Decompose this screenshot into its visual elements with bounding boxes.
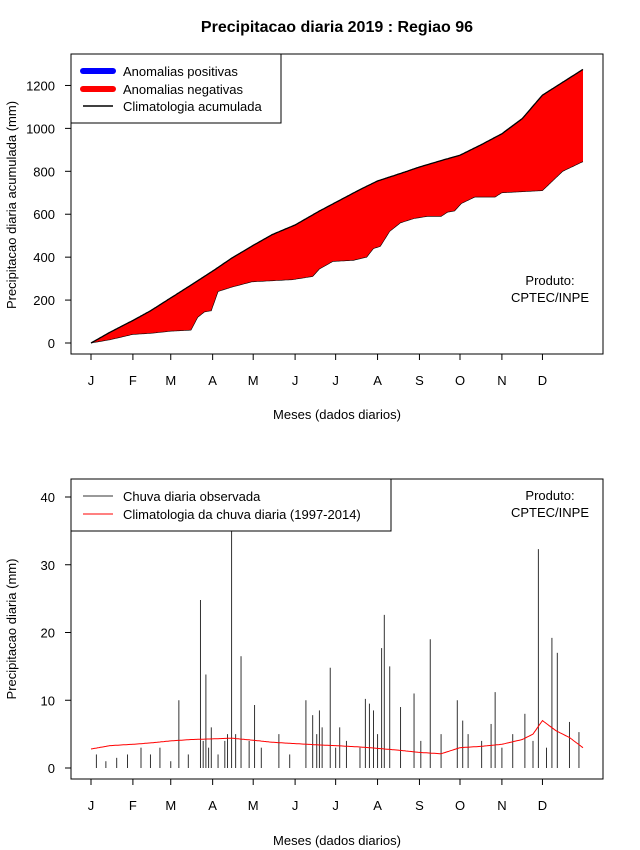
top-x-tick-label: A (373, 373, 382, 388)
bottom-x-tick-label: A (373, 798, 382, 813)
top-x-tick-label: F (129, 373, 137, 388)
bottom-panel: 0 10 20 30 40 J F M A M J J A S O N D Meses (dados diari… (4, 478, 604, 848)
legend-label-daily-climatology: Climatologia da chuva diaria (1997-2014) (123, 507, 361, 522)
top-x-tick-label: S (415, 373, 424, 388)
top-y-tick-label: 1000 (26, 121, 55, 136)
top-y-tick-label: 400 (33, 250, 55, 265)
top-x-tick-label: M (165, 373, 176, 388)
top-annotation-line1: Produto: (525, 273, 574, 288)
top-y-tick-label: 0 (48, 336, 55, 351)
bottom-y-tick-label: 10 (41, 693, 55, 708)
legend-label-positive: Anomalias positivas (123, 64, 238, 79)
top-x-tick-label: D (538, 373, 547, 388)
top-x-tick-label: J (332, 373, 339, 388)
bottom-x-tick-label: N (497, 798, 506, 813)
top-x-tick-label: A (208, 373, 217, 388)
bottom-legend: Chuva diaria observada Climatologia da c… (70, 478, 392, 532)
chart-title: Precipitacao diaria 2019 : Regiao 96 (201, 19, 473, 36)
observed-accumulated-line (90, 161, 584, 344)
bottom-x-tick-label: S (415, 798, 424, 813)
bottom-y-tick-label: 20 (41, 626, 55, 641)
legend-label-observed: Chuva diaria observada (123, 489, 261, 504)
top-y-tick-label: 800 (33, 164, 55, 179)
top-panel: 0 200 400 600 800 1000 1200 J F M A M J J A S O N D Meses … (4, 53, 604, 422)
bottom-x-tick-label: M (165, 798, 176, 813)
bottom-annotation-line2: CPTEC/INPE (511, 505, 589, 520)
top-y-tick-label: 600 (33, 207, 55, 222)
top-x-tick-label: M (248, 373, 259, 388)
daily-climatology-line (90, 719, 584, 755)
bottom-x-tick-label: O (455, 798, 465, 813)
top-y-tick-label: 1200 (26, 78, 55, 93)
bottom-y-tick-label: 30 (41, 558, 55, 573)
legend-label-negative: Anomalias negativas (123, 82, 243, 97)
bottom-x-axis-label: Meses (dados diarios) (273, 833, 401, 848)
bottom-x-tick-label: J (292, 798, 299, 813)
top-annotation-line2: CPTEC/INPE (511, 290, 589, 305)
bottom-annotation-line1: Produto: (525, 488, 574, 503)
bottom-y-tick-label: 0 (48, 761, 55, 776)
top-x-tick-label: J (292, 373, 299, 388)
bottom-x-tick-label: J (88, 798, 95, 813)
bottom-y-tick-label: 40 (41, 490, 55, 505)
negative-anomaly-area (91, 69, 583, 344)
bottom-x-tick-label: J (332, 798, 339, 813)
top-x-axis-label: Meses (dados diarios) (273, 407, 401, 422)
top-x-tick-label: J (88, 373, 95, 388)
top-x-tick-label: N (497, 373, 506, 388)
bottom-x-tick-label: M (248, 798, 259, 813)
top-x-tick-label: O (455, 373, 465, 388)
bottom-legend-box (70, 478, 392, 532)
legend-label-climatology: Climatologia acumulada (123, 99, 263, 114)
bottom-x-tick-label: F (129, 798, 137, 813)
top-y-tick-label: 200 (33, 293, 55, 308)
bottom-y-axis-label: Precipitacao diaria (mm) (4, 559, 19, 700)
top-y-axis-label: Precipitacao diaria acumulada (mm) (4, 101, 19, 309)
bottom-x-tick-label: D (538, 798, 547, 813)
bottom-x-tick-label: A (208, 798, 217, 813)
top-legend: Anomalias positivas Anomalias negativas … (70, 53, 282, 124)
climatology-accumulated-line (90, 68, 584, 344)
